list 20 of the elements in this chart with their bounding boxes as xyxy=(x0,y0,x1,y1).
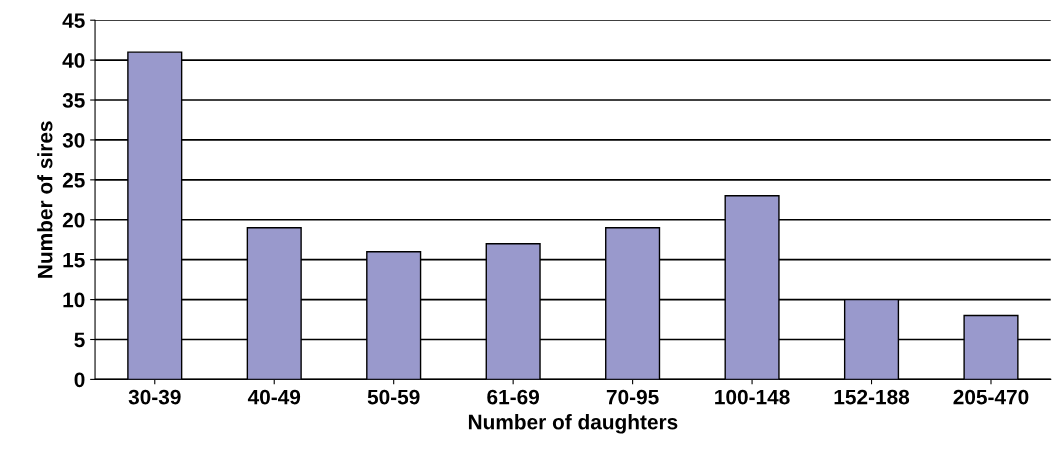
y-tick-label: 40 xyxy=(62,53,85,68)
x-tick-label: 30-39 xyxy=(128,389,181,405)
x-tick-label: 70-95 xyxy=(606,389,659,405)
x-axis-title: Number of daughters xyxy=(468,414,678,434)
x-tick-label: 100-148 xyxy=(715,389,790,405)
x-tick-label: 50-59 xyxy=(367,389,420,405)
y-tick-label: 35 xyxy=(62,93,85,108)
x-tick-label: 205-470 xyxy=(953,389,1029,405)
x-tick-label: 40-49 xyxy=(247,389,301,405)
y-tick-label: 10 xyxy=(63,292,85,308)
x-tick-label: 152-188 xyxy=(834,389,910,405)
y-axis-title: Number of sires xyxy=(37,121,53,278)
y-tick-label: 5 xyxy=(74,332,85,348)
x-tick-label: 61-69 xyxy=(487,389,540,405)
y-tick-label: 0 xyxy=(74,372,85,388)
y-tick-label: 25 xyxy=(62,172,85,188)
y-tick-label: 45 xyxy=(62,13,85,28)
y-tick-label: 30 xyxy=(62,132,85,148)
y-tick-label: 20 xyxy=(62,212,85,228)
y-tick-label: 15 xyxy=(63,252,85,268)
